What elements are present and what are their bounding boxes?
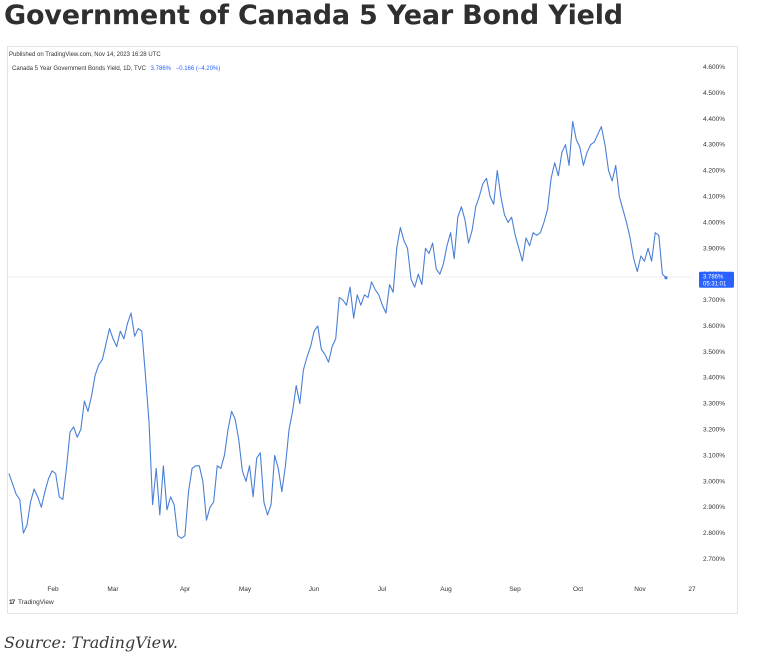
y-tick-label: 3.900% — [703, 245, 725, 252]
y-tick-label: 3.000% — [703, 478, 725, 485]
y-tick-label: 3.500% — [703, 349, 725, 356]
last-value-badge: 3.786%05:31:01 — [699, 271, 734, 288]
y-tick-label: 4.200% — [703, 168, 725, 175]
symbol-name: Canada 5 Year Government Bonds Yield, 1D… — [12, 66, 146, 72]
y-tick-label: 3.200% — [703, 427, 725, 434]
last-value-badge-countdown: 05:31:01 — [703, 281, 727, 287]
published-note: Published on TradingView.com, Nov 14, 20… — [9, 52, 161, 58]
last-point-marker — [664, 276, 668, 280]
last-value: 3.786% — [150, 66, 172, 72]
y-tick-label: 4.400% — [703, 116, 725, 123]
x-tick-label: May — [239, 586, 252, 593]
y-tick-label: 4.500% — [703, 90, 725, 97]
tradingview-brand: 17 TradingView — [9, 599, 54, 606]
series-line — [8, 120, 667, 539]
y-tick-label: 3.100% — [703, 452, 725, 459]
x-tick-label: 27 — [688, 586, 696, 593]
page-title: Government of Canada 5 Year Bond Yield — [4, 0, 623, 31]
x-tick-label: Jun — [309, 586, 320, 593]
x-tick-label: Jul — [378, 586, 387, 593]
symbol-legend: Canada 5 Year Government Bonds Yield, 1D… — [12, 66, 220, 72]
x-tick-label: Oct — [573, 586, 583, 593]
y-tick-label: 3.700% — [703, 297, 725, 304]
y-tick-label: 4.100% — [703, 193, 725, 200]
y-tick-label: 4.000% — [703, 219, 725, 226]
x-tick-label: Feb — [47, 586, 59, 593]
y-tick-label: 2.900% — [703, 504, 725, 511]
last-value-badge-value: 3.786% — [703, 274, 724, 280]
y-tick-label: 4.600% — [703, 64, 725, 71]
y-tick-label: 3.600% — [703, 323, 725, 330]
x-tick-label: Apr — [180, 586, 191, 593]
y-tick-label: 2.800% — [703, 530, 725, 537]
change-value: −0.166 (−4.20%) — [175, 66, 221, 72]
y-tick-label: 2.700% — [703, 556, 725, 563]
y-tick-label: 3.400% — [703, 375, 725, 382]
x-axis: Feb Mar Apr May Jun Jul Aug Sep Oct Nov 27 — [47, 586, 696, 593]
x-tick-label: Mar — [107, 586, 119, 593]
y-tick-label: 4.300% — [703, 142, 725, 149]
chart-frame — [7, 46, 738, 614]
tradingview-logo-icon: 17 — [9, 599, 15, 606]
y-tick-label: 3.300% — [703, 401, 725, 408]
source-caption: Source: TradingView. — [4, 633, 178, 652]
last-value-badge-bg — [699, 271, 734, 288]
x-tick-label: Sep — [509, 586, 521, 593]
brand-label: TradingView — [17, 599, 54, 606]
x-tick-label: Aug — [440, 586, 452, 593]
y-axis: 4.600% 4.500% 4.400% 4.300% 4.200% 4.100% 4.00… — [703, 64, 725, 563]
x-tick-label: Nov — [634, 586, 646, 593]
